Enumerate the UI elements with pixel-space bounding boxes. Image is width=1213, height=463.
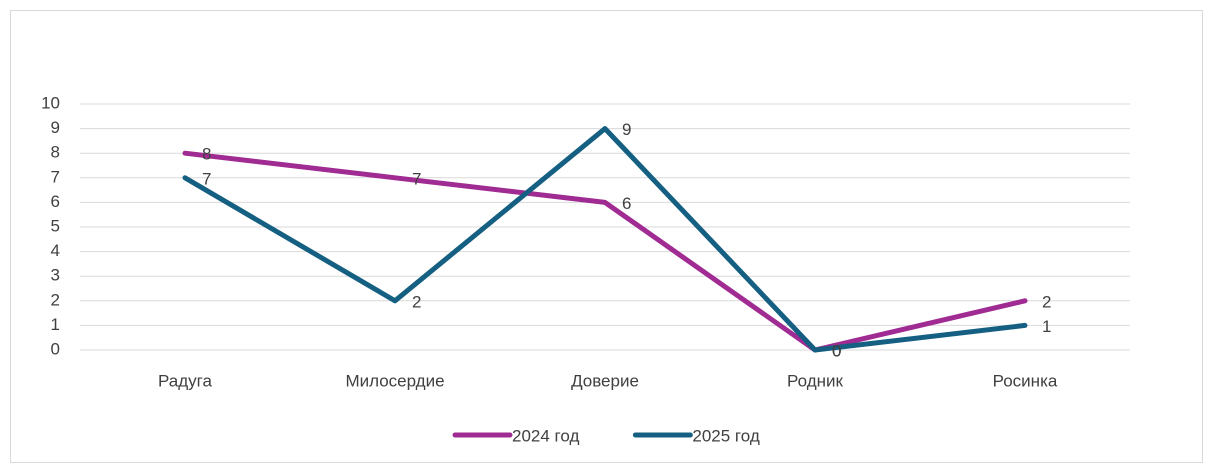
legend-label: 2025 год [692, 426, 759, 445]
y-tick-label: 7 [51, 167, 60, 186]
x-tick-label: Росинка [993, 371, 1058, 390]
x-tick-label: Радуга [158, 371, 212, 390]
data-label: 9 [622, 120, 631, 139]
y-tick-label: 1 [51, 315, 60, 334]
data-label: 2 [412, 292, 421, 311]
y-tick-label: 2 [51, 290, 60, 309]
data-label: 1 [1042, 317, 1051, 336]
data-label: 7 [202, 169, 211, 188]
x-tick-label: Доверие [571, 371, 639, 390]
legend-label: 2024 год [512, 426, 579, 445]
data-label: 2 [1042, 292, 1051, 311]
chart-border [10, 10, 1203, 463]
y-tick-label: 6 [51, 192, 60, 211]
y-tick-label: 4 [51, 241, 60, 260]
y-tick-label: 8 [51, 143, 60, 162]
data-label: 0 [832, 341, 841, 360]
data-label: 8 [202, 145, 211, 164]
data-label: 7 [412, 169, 421, 188]
data-label: 0 [832, 341, 841, 360]
data-label: 6 [622, 194, 631, 213]
y-tick-label: 10 [41, 93, 60, 112]
y-tick-label: 0 [51, 339, 60, 358]
y-tick-label: 3 [51, 266, 60, 285]
x-tick-label: Родник [787, 371, 843, 390]
x-tick-label: Милосердие [345, 371, 444, 390]
series-line [182, 126, 1028, 353]
series-line [182, 150, 1028, 353]
y-tick-label: 5 [51, 216, 60, 235]
y-tick-label: 9 [51, 118, 60, 137]
